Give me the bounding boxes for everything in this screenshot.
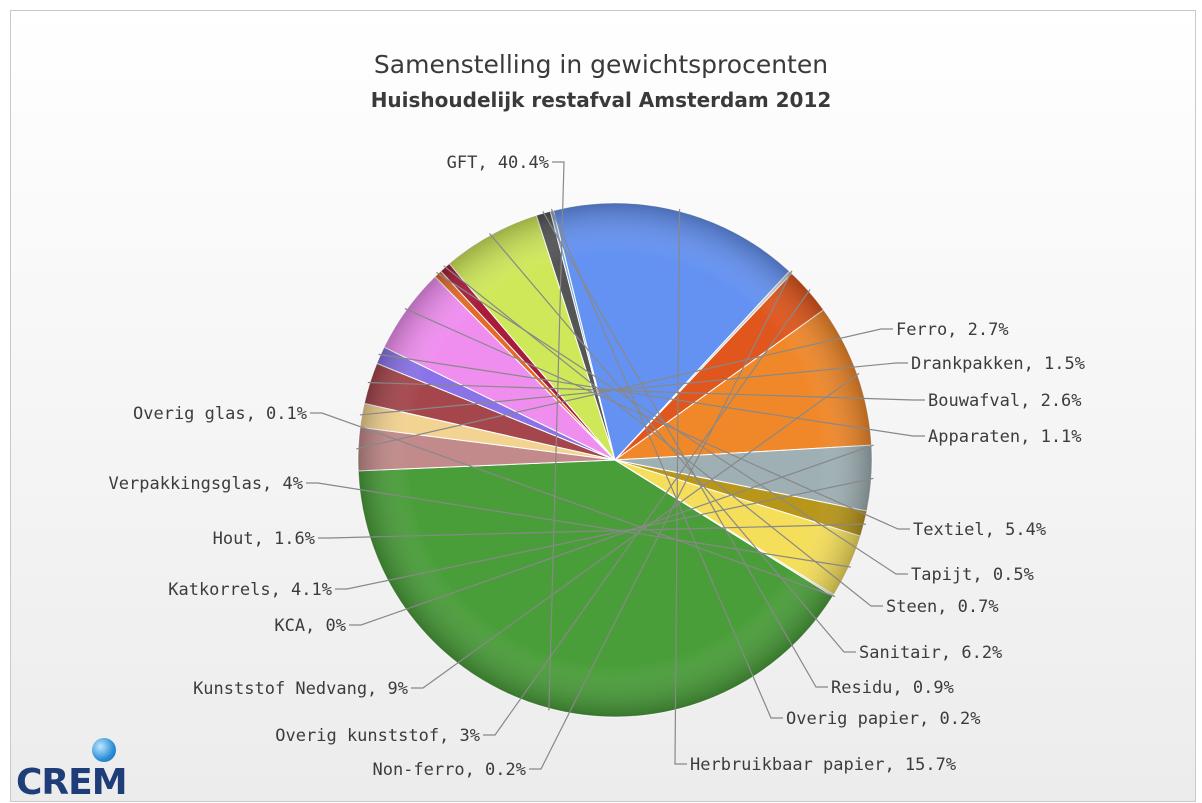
leader-line-kca — [349, 444, 874, 626]
leader-line-hout — [318, 523, 866, 539]
slice-label-sanitair: Sanitair, 6.2% — [859, 643, 1002, 663]
slice-label-textiel: Textiel, 5.4% — [913, 520, 1046, 540]
slice-label-kunststof-nedvang: Kunststof Nedvang, 9% — [193, 679, 408, 699]
leader-line-overig-kunststof — [483, 289, 811, 736]
leader-line-residu — [542, 210, 828, 688]
leader-line-overig-glas — [310, 412, 836, 598]
logo-globe-icon — [92, 738, 116, 762]
leader-line-bouwafval — [367, 381, 925, 401]
slice-label-herbruikbaar-papier: Herbruikbaar papier, 15.7% — [690, 755, 956, 775]
slice-label-katkorrels: Katkorrels, 4.1% — [168, 580, 332, 600]
leader-line-apparaten — [378, 353, 925, 437]
slice-label-hout: Hout, 1.6% — [213, 529, 315, 549]
leader-line-textiel — [404, 308, 910, 530]
slice-label-steen: Steen, 0.7% — [886, 597, 999, 617]
chart-title: Samenstelling in gewichtsprocenten — [373, 50, 829, 79]
leader-line-gft — [548, 161, 565, 711]
leader-line-drankpakken — [359, 362, 908, 416]
leader-line-tapijt — [436, 271, 908, 575]
slice-label-apparaten: Apparaten, 1.1% — [928, 427, 1082, 447]
slice-label-gft: GFT, 40.4% — [447, 153, 549, 173]
leader-line-sanitair — [489, 233, 856, 653]
chart-subtitle: Huishoudelijk restafval Amsterdam 2012 — [370, 88, 832, 112]
slice-label-overig-papier: Overig papier, 0.2% — [786, 709, 980, 729]
slice-label-kca: KCA, 0% — [274, 616, 346, 636]
leader-line-herbruikbaar-papier — [674, 209, 687, 765]
leader-line-ferro — [356, 328, 893, 450]
slice-label-tapijt: Tapijt, 0.5% — [911, 565, 1034, 585]
slice-label-drankpakken: Drankpakken, 1.5% — [911, 354, 1085, 374]
slice-label-ferro: Ferro, 2.7% — [896, 320, 1009, 340]
leader-line-kunststof-nedvang — [411, 372, 860, 689]
slice-label-residu: Residu, 0.9% — [831, 678, 954, 698]
slice-label-overig-glas: Overig glas, 0.1% — [133, 404, 307, 424]
leader-line-steen — [443, 265, 883, 607]
slice-label-bouwafval: Bouwafval, 2.6% — [928, 391, 1082, 411]
slice-label-verpakkingsglas: Verpakkingsglas, 4% — [109, 474, 303, 494]
slice-label-non-ferro: Non-ferro, 0.2% — [372, 760, 526, 780]
slice-label-overig-kunststof: Overig kunststof, 3% — [275, 726, 480, 746]
leader-line-non-ferro — [529, 270, 793, 770]
leader-line-katkorrels — [335, 477, 874, 590]
crem-logo: CREM — [16, 762, 128, 803]
leader-line-overig-papier — [550, 208, 783, 719]
